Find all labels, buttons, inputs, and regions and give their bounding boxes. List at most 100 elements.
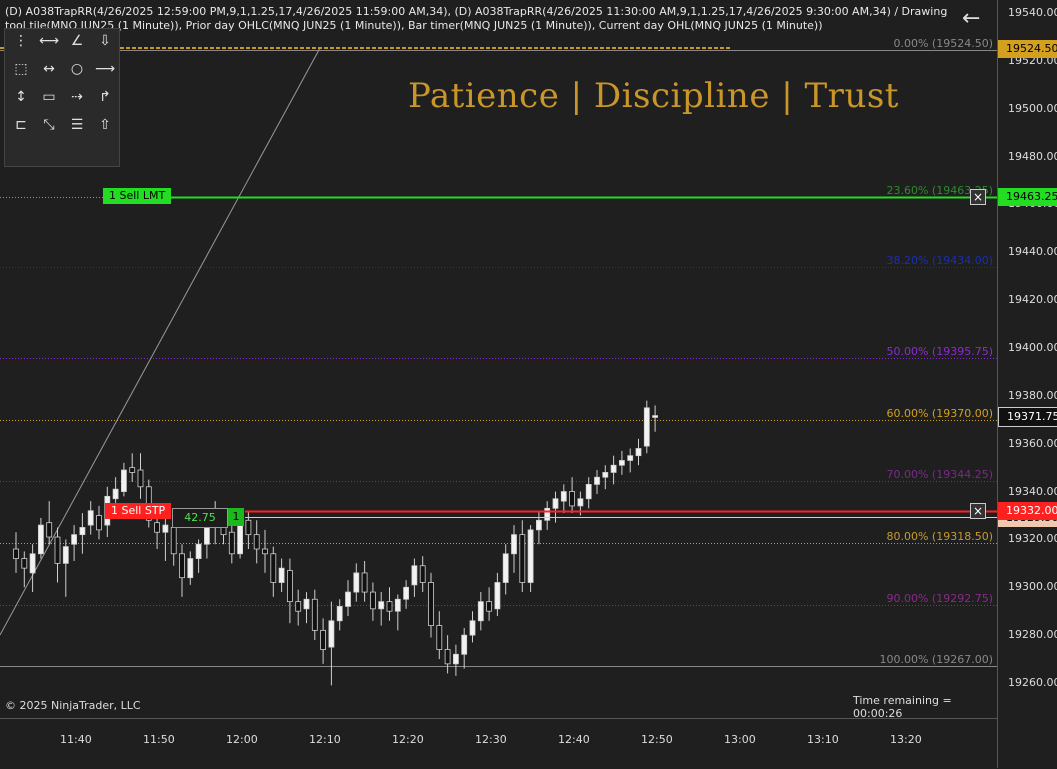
arrow-up-tool-icon[interactable]: ⇧	[99, 117, 111, 133]
price-tick-label: 19540.00	[1008, 6, 1057, 19]
candle-body	[594, 476, 600, 485]
candle-body	[428, 582, 434, 626]
candle-body	[121, 469, 127, 492]
candle-body	[203, 527, 210, 545]
price-tick-label: 19360.00	[1008, 436, 1057, 450]
indicator-header: (D) A038TrapRR(4/26/2025 12:59:00 PM,9,1…	[5, 5, 948, 32]
candle-body	[643, 407, 650, 447]
drawing-tool-tile[interactable]: ⋮ ⟷ ∠ ⇩ ⬚ ↔ ○ ⟶ ↕ ▭ ⇢ ↱ ⊏ ⤡ ☰ ⇧	[4, 28, 120, 167]
candle-body	[137, 469, 144, 488]
candle-body	[361, 572, 368, 593]
angle-tool-icon[interactable]: ∠	[70, 33, 84, 49]
candle-body	[54, 536, 61, 564]
sell-stop-order-tag[interactable]: 1 Sell STP	[105, 503, 172, 519]
fib-level-label: 60.00% (19370.00)	[886, 406, 993, 420]
time-tick-label: 11:50	[143, 733, 175, 746]
price-tick-label: 19320.00	[1008, 532, 1057, 546]
candle-body	[527, 529, 534, 583]
candle-body	[154, 522, 161, 533]
region-tool-icon[interactable]: ⬚	[14, 61, 28, 77]
fib-level-label: 80.00% (19318.50)	[886, 529, 993, 543]
candle-body	[179, 553, 185, 579]
candle-body	[544, 507, 551, 521]
position-pnl[interactable]: 42.75	[172, 508, 228, 528]
time-axis[interactable]: 11:40 11:50 12:00 12:10 12:20 12:30 12:40 12:50…	[0, 718, 997, 769]
candle-body	[13, 548, 19, 559]
price-tick-label: 19420.00	[1008, 293, 1057, 307]
time-tick-label: 12:50	[641, 733, 673, 746]
candle-body	[187, 558, 194, 579]
path-tool-icon[interactable]: ↱	[99, 89, 111, 105]
sell-stop-order-label: 1 Sell STP	[111, 504, 166, 517]
fib-trend-line[interactable]	[0, 47, 321, 636]
sell-stop-price-tag[interactable]: 19332.00	[998, 502, 1057, 520]
time-tick-label: 13:10	[807, 733, 839, 746]
candle-body	[494, 582, 501, 610]
candle-body	[320, 629, 327, 650]
chart-area[interactable]: (D) A038TrapRR(4/26/2025 12:59:00 PM,9,1…	[0, 0, 997, 718]
candle-body	[619, 460, 625, 466]
fib-level-label: 50.00% (19395.75)	[886, 344, 993, 358]
sell-limit-price-tag[interactable]: 19463.25	[998, 188, 1057, 206]
dotted-line-tool-icon[interactable]: ⇢	[71, 89, 83, 105]
ray-tool-icon[interactable]: ⟶	[95, 61, 116, 77]
ruler-tool-icon[interactable]: ⊏	[15, 117, 27, 133]
sell-limit-order-tag[interactable]: 1 Sell LMT	[103, 188, 172, 204]
candle-body	[519, 534, 526, 583]
position-quantity[interactable]: 1	[228, 508, 244, 526]
candle-body	[419, 565, 426, 583]
candle-body	[29, 553, 36, 574]
price-chart[interactable]	[0, 0, 997, 718]
high-price-tag: 19524.50	[998, 40, 1057, 58]
candle-body	[311, 598, 318, 631]
candle-body	[303, 598, 310, 610]
candle-body	[295, 601, 302, 612]
candle-body	[403, 586, 410, 600]
candle-body	[444, 649, 451, 665]
candle-body	[461, 634, 468, 655]
cancel-sell-stop-icon[interactable]: ×	[970, 503, 986, 519]
rectangle-tool-icon[interactable]: ▭	[42, 89, 56, 105]
time-tick-label: 11:40	[60, 733, 92, 746]
candle-body	[278, 567, 285, 583]
cancel-sell-limit-icon[interactable]: ×	[970, 189, 986, 205]
price-tick-label: 19260.00	[1008, 676, 1057, 689]
candle-body	[635, 448, 642, 457]
candle-body	[71, 534, 77, 545]
last-price-tag: 19371.75	[998, 407, 1057, 427]
vertical-line-tool-icon[interactable]: ⋮	[14, 33, 28, 49]
candle-body	[336, 606, 343, 622]
candle-body	[21, 558, 28, 569]
candle-body	[170, 527, 177, 555]
price-tick-label: 19440.00	[1008, 245, 1057, 259]
ellipse-tool-icon[interactable]: ○	[70, 61, 84, 77]
price-tick-label: 19480.00	[1008, 149, 1057, 163]
fib-level-label: 90.00% (19292.75)	[886, 591, 993, 605]
tagline: Patience | Discipline | Trust	[408, 76, 899, 116]
price-tick-label: 19500.00	[1008, 101, 1057, 115]
candle-body	[129, 467, 136, 473]
horizontal-ray-tool-icon[interactable]: ⟷	[39, 33, 60, 49]
candle-body	[627, 455, 634, 461]
candle-body	[511, 534, 517, 555]
back-arrow-icon[interactable]: ←	[962, 6, 981, 31]
candle-body	[378, 601, 385, 610]
candle-body	[328, 620, 335, 648]
arrow-down-tool-icon[interactable]: ⇩	[99, 33, 111, 49]
candle-body	[502, 553, 509, 583]
candle-body	[38, 524, 44, 555]
candle-body	[477, 601, 484, 622]
price-axis[interactable]: 19540.0019520.0019500.0019480.0019460.00…	[997, 0, 1057, 768]
candle-body	[270, 553, 277, 583]
candle-body	[552, 498, 559, 509]
extended-line-tool-icon[interactable]: ↔	[43, 61, 55, 77]
fib-level-label: 23.60% (19463.25)	[886, 183, 993, 197]
price-tick-label: 19300.00	[1008, 580, 1057, 594]
line-tool-icon[interactable]: ⤡	[43, 117, 55, 133]
time-tick-label: 12:30	[475, 733, 507, 746]
vertical-measure-tool-icon[interactable]: ↕	[15, 89, 27, 105]
candle-body	[162, 524, 169, 533]
candle-body	[652, 415, 658, 418]
candle-body	[469, 620, 476, 636]
fibonacci-tool-icon[interactable]: ☰	[70, 117, 84, 133]
